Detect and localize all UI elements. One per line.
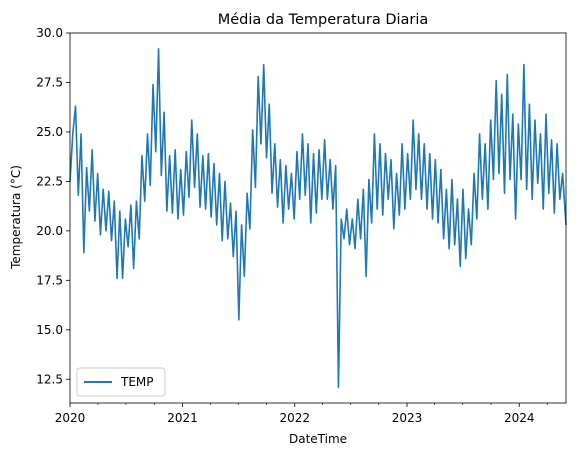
- plot-area: [70, 33, 566, 403]
- y-tick-label: 22.5: [36, 174, 63, 188]
- y-tick-label: 17.5: [36, 273, 63, 287]
- x-tick-label: 2024: [504, 411, 535, 425]
- legend-label-temp: TEMP: [120, 375, 154, 389]
- x-axis: 2020 2021 2022 2023 2024: [55, 403, 548, 425]
- x-axis-label: DateTime: [289, 432, 347, 446]
- y-axis: 12.5 15.0 17.5 20.0 22.5 25.0 27.5 30.0: [36, 26, 70, 386]
- y-axis-label: Temperatura (°C): [9, 165, 23, 270]
- x-tick-label: 2020: [55, 411, 86, 425]
- chart-title: Média da Temperatura Diaria: [218, 12, 429, 28]
- legend: TEMP: [77, 368, 165, 396]
- y-tick-label: 12.5: [36, 372, 63, 386]
- x-tick-label: 2021: [167, 411, 198, 425]
- x-tick-label: 2022: [280, 411, 311, 425]
- y-tick-label: 30.0: [36, 26, 63, 40]
- y-tick-label: 27.5: [36, 75, 63, 89]
- y-tick-label: 25.0: [36, 125, 63, 139]
- series-line-temp: [70, 49, 566, 387]
- y-tick-label: 20.0: [36, 224, 63, 238]
- y-tick-label: 15.0: [36, 323, 63, 337]
- plot-frame: [70, 33, 566, 403]
- x-tick-label: 2023: [392, 411, 423, 425]
